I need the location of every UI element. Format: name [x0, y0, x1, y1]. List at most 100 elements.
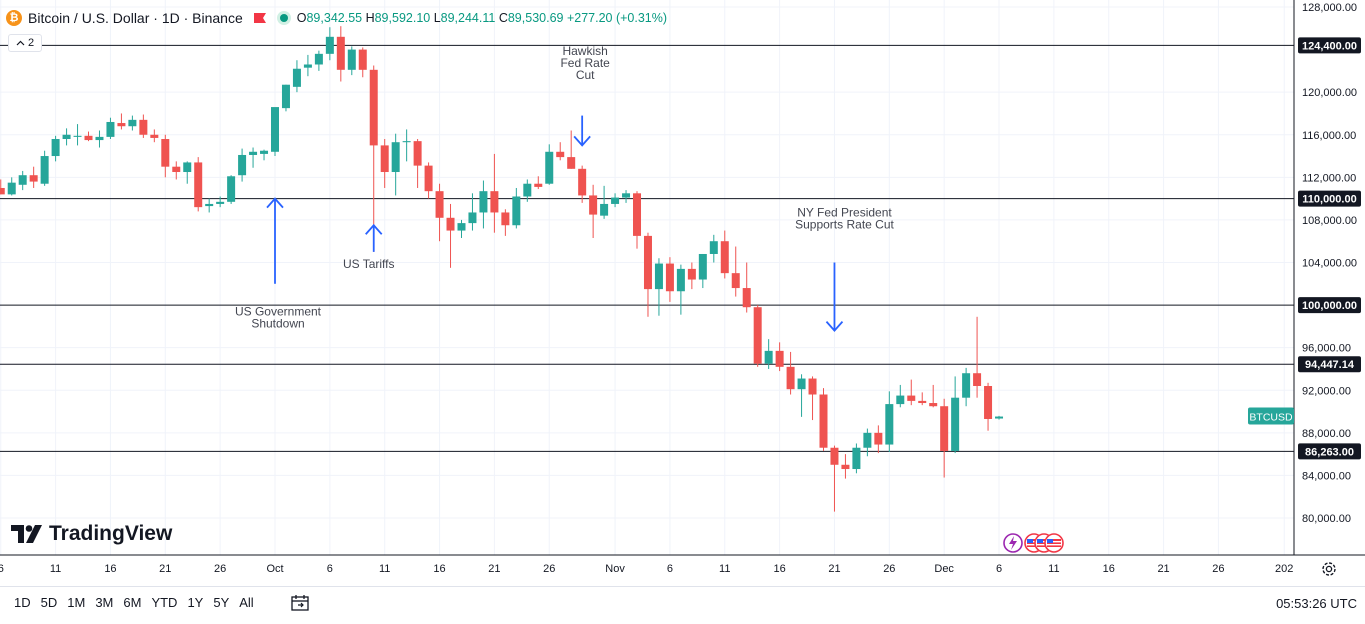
candle-body	[183, 162, 192, 173]
candle-body	[578, 168, 587, 196]
candle-body	[95, 136, 104, 141]
level-label: 110,000.00	[1302, 194, 1356, 206]
candle-body	[940, 406, 949, 451]
candle-body	[918, 400, 927, 404]
range-button[interactable]: 3M	[95, 595, 114, 610]
candle-body	[106, 121, 115, 137]
x-tick-label: 16	[104, 563, 116, 575]
candle-body	[687, 268, 696, 280]
range-button[interactable]: 6M	[123, 595, 142, 610]
candle-body	[128, 119, 137, 127]
x-tick-label: 21	[828, 563, 840, 575]
candle-body	[698, 253, 707, 280]
time-axis: 6 11 16 21 26 Oct 6 11 16 21 26 Nov 6 11 16 21 26 Dec 6 11 1…	[0, 563, 1293, 575]
candle-body	[468, 212, 477, 224]
candle-body	[51, 139, 60, 157]
tradingview-logo[interactable]: TradingView	[11, 522, 172, 546]
annotation-text: Cut	[576, 68, 595, 82]
chevron-icon	[16, 40, 25, 46]
range-button[interactable]: All	[239, 595, 254, 610]
gear-icon[interactable]	[1320, 560, 1338, 578]
candle-body	[973, 373, 982, 386]
range-button[interactable]: 5Y	[213, 595, 230, 610]
level-label-bg	[1298, 443, 1361, 460]
x-tick-label: 11	[379, 563, 390, 575]
x-tick-label: 21	[488, 563, 500, 575]
candle-body	[29, 175, 38, 182]
annotation-arrowhead	[365, 223, 383, 235]
range-selector: 1D 5D 1M 3M 6M YTD 1Y 5Y All	[14, 595, 264, 610]
close-value: 89,530.69	[507, 11, 564, 25]
candle-body	[391, 142, 400, 173]
level-label-bg	[1298, 190, 1361, 207]
candle-body	[753, 307, 762, 364]
level-label-bg	[1298, 37, 1361, 54]
x-tick-label: 16	[773, 563, 785, 575]
calendar-icon[interactable]	[290, 594, 310, 612]
horizontal-levels	[0, 44, 1294, 452]
candle-body	[797, 378, 806, 390]
candle-body	[249, 151, 258, 155]
high-value: 89,592.10	[374, 11, 431, 25]
symbol-title[interactable]: Bitcoin / U.S. Dollar · 1D · Binance	[28, 10, 243, 26]
candle-body	[7, 182, 16, 195]
indicators-toggle[interactable]: 2	[8, 34, 42, 52]
x-tick-label: 6	[0, 563, 4, 575]
candle-body	[545, 151, 554, 184]
candle-body	[819, 394, 828, 448]
range-button[interactable]: 1D	[14, 595, 31, 610]
x-tick-label: 26	[543, 563, 555, 575]
candle-body	[622, 193, 631, 198]
y-tick-label: 84,000.00	[1302, 470, 1351, 482]
candle-body	[962, 373, 971, 398]
candle-body	[369, 69, 378, 146]
level-label: 100,000.00	[1302, 300, 1357, 312]
range-button[interactable]: YTD	[151, 595, 178, 610]
range-button[interactable]: 1M	[67, 595, 86, 610]
candle-body	[490, 191, 499, 213]
symbol-badge: BTCUSD	[1249, 412, 1293, 424]
annotation-arrowhead	[573, 135, 591, 147]
candle-body	[907, 395, 916, 401]
candle-body	[633, 193, 642, 236]
candle-body	[314, 53, 323, 65]
low-value: 89,244.11	[440, 11, 496, 25]
candle-body	[534, 183, 543, 187]
range-button[interactable]: 1Y	[187, 595, 204, 610]
candle-body	[643, 235, 652, 290]
ohlc-values: O89,342.55 H89,592.10 L89,244.11 C89,530…	[296, 11, 668, 25]
range-button[interactable]: 5D	[40, 595, 58, 610]
candle-body	[676, 268, 685, 292]
x-tick-label: 21	[159, 563, 171, 575]
candle-body	[885, 404, 894, 445]
candle-body	[347, 49, 356, 70]
y-tick-label: 92,000.00	[1302, 385, 1351, 397]
y-tick-label: 116,000.00	[1302, 130, 1356, 142]
x-tick-label: 202	[1275, 563, 1293, 575]
candle-body	[929, 403, 938, 407]
event-badges[interactable]	[1000, 532, 1070, 554]
flag-icon[interactable]	[253, 12, 267, 24]
market-status-icon[interactable]	[276, 11, 291, 25]
x-tick-label: 11	[50, 563, 61, 575]
tradingview-logo-icon	[11, 525, 42, 543]
annotation-text: US Tariffs	[343, 257, 395, 271]
candle-body	[896, 395, 905, 405]
x-tick-label: Nov	[605, 563, 625, 575]
utc-clock[interactable]: 05:53:26 UTC	[1276, 596, 1357, 611]
candle-body	[73, 135, 82, 137]
candle-body	[281, 84, 290, 109]
candle-body	[457, 223, 466, 231]
indicator-count: 2	[27, 37, 35, 49]
x-tick-label: 26	[883, 563, 895, 575]
candle-body	[951, 397, 960, 451]
y-tick-label: 128,000.00	[1302, 2, 1357, 14]
y-tick-label: 108,000.00	[1302, 215, 1357, 227]
candle-body	[18, 175, 27, 185]
y-tick-label: 120,000.00	[1302, 87, 1357, 99]
candle-body	[205, 203, 214, 207]
candle-body	[424, 165, 433, 192]
y-tick-label: 88,000.00	[1302, 428, 1351, 440]
candle-body	[435, 191, 444, 218]
